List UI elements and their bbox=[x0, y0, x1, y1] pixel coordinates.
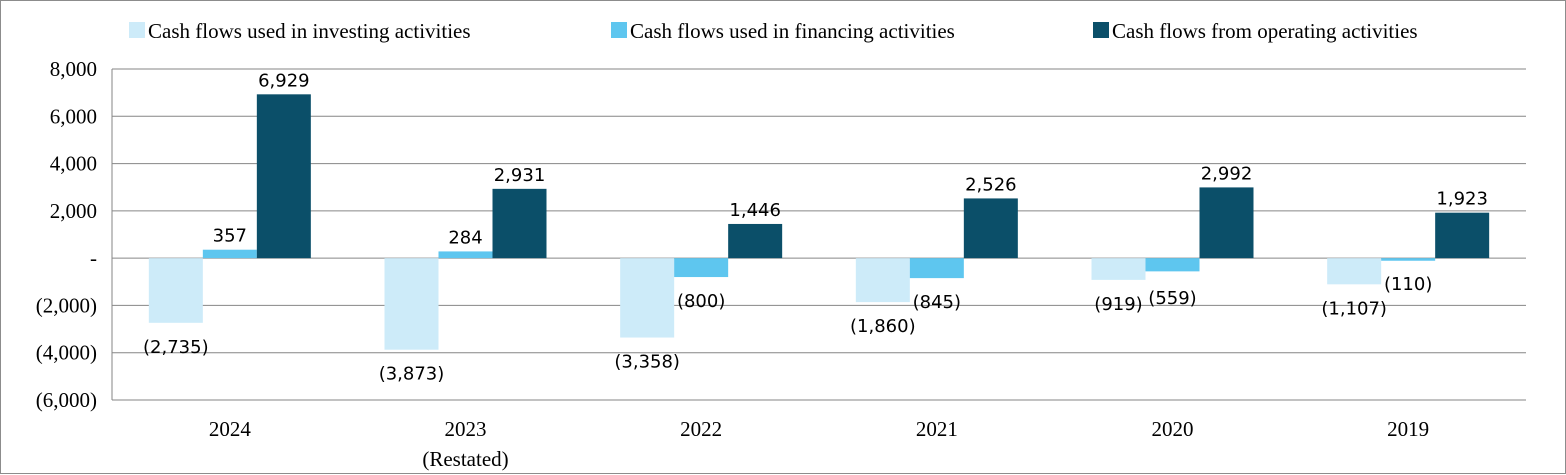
bar-series-3-2022 bbox=[728, 223, 783, 259]
bar-series-1-2019 bbox=[1327, 258, 1382, 285]
data-label: 284 bbox=[448, 227, 482, 248]
bar-series-2-2021 bbox=[909, 258, 964, 279]
data-label: 1,923 bbox=[1436, 189, 1488, 210]
y-tick-label: 8,000 bbox=[50, 57, 97, 81]
bar-series-3-2024 bbox=[256, 94, 311, 259]
data-label: (1,860) bbox=[850, 316, 916, 337]
bar-series-3-2019 bbox=[1435, 212, 1490, 259]
data-label: (3,873) bbox=[379, 364, 445, 385]
bar-series-2-2024 bbox=[202, 249, 257, 259]
bar-series-1-2021 bbox=[855, 258, 910, 303]
y-tick-label: 6,000 bbox=[50, 104, 97, 128]
legend-swatch-3 bbox=[1093, 22, 1109, 38]
y-axis: 8,000 6,000 4,000 2,000 - (2,000) (4,000) (6,00… bbox=[36, 57, 113, 412]
data-label: 6,929 bbox=[258, 70, 310, 91]
data-labels: (2,735) 357 6,929 (3,873) 284 2,931 (3,358) (80… bbox=[143, 70, 1488, 384]
legend-label-2: Cash flows used in financing activities bbox=[630, 19, 955, 43]
x-category-label: 2023 bbox=[445, 417, 487, 441]
x-category-label: 2021 bbox=[916, 417, 958, 441]
bar-series-2-2020 bbox=[1145, 258, 1200, 272]
y-tick-label: (2,000) bbox=[36, 293, 97, 317]
bar-series-2-2019 bbox=[1381, 258, 1436, 261]
gridlines bbox=[112, 68, 1526, 401]
x-category-sublabel: (Restated) bbox=[422, 447, 508, 471]
data-label: 2,931 bbox=[494, 165, 546, 186]
data-label: (919) bbox=[1094, 294, 1142, 315]
x-category-label: 2024 bbox=[209, 417, 252, 441]
data-label: 2,992 bbox=[1201, 163, 1253, 184]
x-category-label: 2019 bbox=[1387, 417, 1429, 441]
legend-label-1: Cash flows used in investing activities bbox=[148, 19, 471, 43]
bar-series-3-2021 bbox=[963, 198, 1018, 259]
data-label: (800) bbox=[677, 291, 725, 312]
bar-series-1-2022 bbox=[620, 258, 675, 338]
bar-series-2-2023 bbox=[438, 251, 493, 259]
data-label: 357 bbox=[213, 226, 247, 247]
legend-label-3: Cash flows from operating activities bbox=[1112, 19, 1418, 43]
y-tick-label: 2,000 bbox=[50, 199, 97, 223]
bars bbox=[148, 94, 1490, 350]
y-tick-label: (4,000) bbox=[36, 341, 97, 365]
legend-swatch-1 bbox=[129, 22, 145, 38]
data-label: (559) bbox=[1148, 288, 1196, 309]
x-category-label: 2022 bbox=[680, 417, 722, 441]
data-label: (2,735) bbox=[143, 337, 209, 358]
bar-series-3-2023 bbox=[492, 188, 547, 259]
x-category-label: 2020 bbox=[1152, 417, 1194, 441]
y-tick-label: (6,000) bbox=[36, 388, 97, 412]
x-axis-categories: 2024 2023 (Restated) 2022 2021 2020 2019 bbox=[209, 417, 1429, 471]
bar-series-2-2022 bbox=[674, 258, 729, 278]
data-label: (110) bbox=[1384, 274, 1432, 295]
bar-series-1-2024 bbox=[148, 258, 203, 323]
data-label: 1,446 bbox=[729, 200, 781, 221]
legend: Cash flows used in investing activities C… bbox=[129, 19, 1418, 43]
data-label: 2,526 bbox=[965, 174, 1017, 195]
data-label: (1,107) bbox=[1321, 298, 1387, 319]
legend-swatch-2 bbox=[611, 22, 627, 38]
bar-series-1-2020 bbox=[1091, 258, 1146, 280]
y-tick-label: 4,000 bbox=[50, 152, 97, 176]
bar-series-1-2023 bbox=[384, 258, 439, 350]
data-label: (845) bbox=[913, 292, 961, 313]
bar-series-3-2020 bbox=[1199, 187, 1254, 259]
data-label: (3,358) bbox=[614, 352, 680, 373]
y-tick-label: - bbox=[90, 246, 97, 270]
